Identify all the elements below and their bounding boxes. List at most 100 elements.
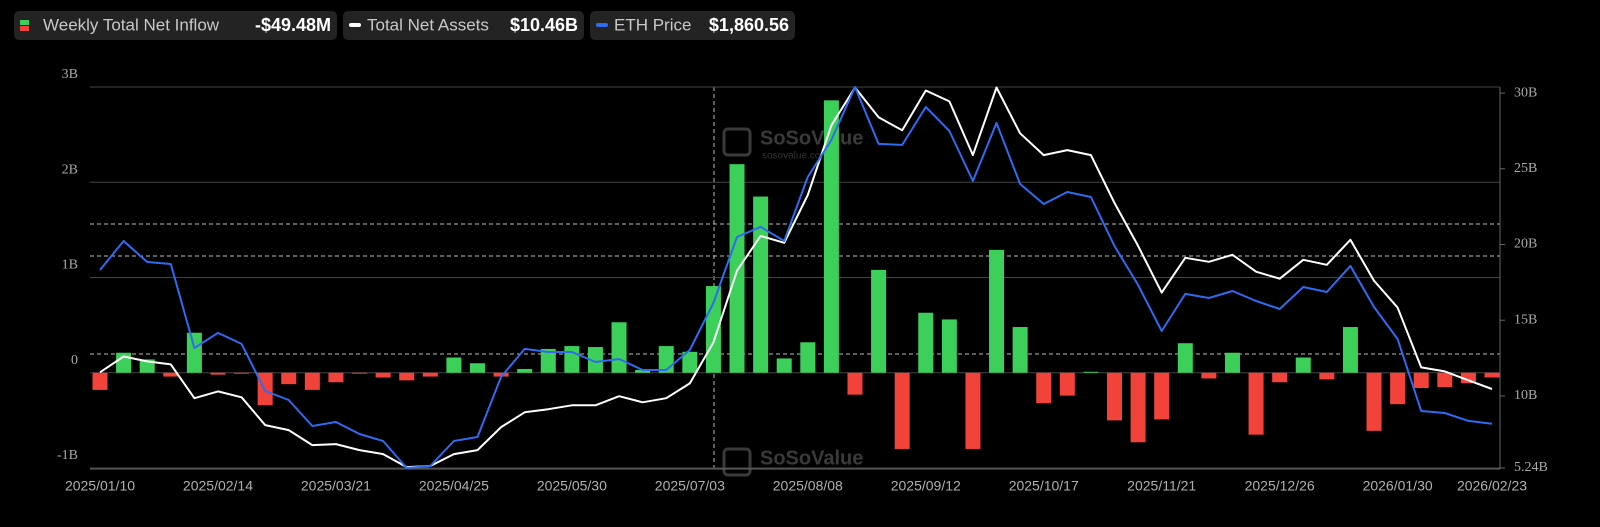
x-tick-label: 2026/02/23 (1457, 478, 1527, 494)
legend-swatch (20, 20, 29, 25)
bar (587, 347, 603, 373)
bar (352, 372, 368, 374)
watermark-logo (722, 127, 752, 157)
bar (682, 351, 698, 373)
bar (1342, 327, 1358, 373)
x-tick-label: 2025/12/26 (1245, 478, 1315, 494)
legend-pill (343, 11, 584, 40)
bar (965, 372, 981, 449)
y2-tick-label: 20B (1514, 237, 1537, 252)
bar (1154, 372, 1170, 420)
bar (823, 100, 839, 373)
y-tick-label: 3B (62, 67, 78, 82)
bar (729, 164, 745, 373)
bar (1437, 372, 1453, 388)
y2-tick-label: 30B (1514, 85, 1537, 100)
legend: Weekly Total Net Inflow -$49.48M Total N… (14, 11, 795, 40)
x-tick-label: 2025/04/25 (419, 478, 489, 494)
watermark-text: SoSoValue (760, 127, 863, 149)
bar (304, 372, 320, 390)
legend-value: -$49.48M (255, 15, 331, 35)
x-tick-label: 2025/01/10 (65, 478, 135, 494)
x-tick-label: 2025/02/14 (183, 478, 253, 494)
bar (1295, 357, 1311, 373)
x-tick-label: 2025/05/30 (537, 478, 607, 494)
bar (422, 372, 438, 377)
bar (989, 249, 1005, 373)
bar (1107, 372, 1123, 421)
line (99, 86, 1493, 469)
bar (1083, 371, 1099, 373)
watermark-url: sosovalue.com (762, 151, 829, 162)
x-tick-label: 2025/03/21 (301, 478, 371, 494)
bar (918, 312, 934, 373)
x-tick-label: 2025/10/17 (1009, 478, 1079, 494)
y-tick-label: 2B (62, 162, 78, 177)
bar (871, 269, 887, 373)
bar (1484, 372, 1500, 378)
bar (705, 286, 721, 373)
bar (1130, 372, 1146, 443)
watermark-logo (722, 447, 752, 477)
legend-pill (14, 11, 337, 40)
bar (776, 358, 792, 373)
legend-label: Weekly Total Net Inflow (43, 15, 220, 34)
bar (234, 372, 250, 374)
x-tick-label: 2026/01/30 (1363, 478, 1433, 494)
x-tick-label: 2025/11/21 (1127, 478, 1196, 494)
bar (611, 322, 627, 373)
grid (90, 86, 1500, 469)
bar (894, 372, 910, 449)
legend-label: Total Net Assets (367, 15, 489, 34)
bar (375, 372, 391, 378)
legend-value: $10.46B (510, 15, 578, 35)
bar (399, 372, 415, 381)
y2-tick-label: 10B (1514, 388, 1537, 403)
bar (847, 372, 863, 395)
legend-swatch (349, 23, 361, 27)
y-tick-label: 0 (71, 353, 78, 368)
bar (1248, 372, 1264, 435)
y-tick-label: 1B (62, 258, 78, 273)
bar (1036, 372, 1052, 404)
y-tick-label: -1B (57, 448, 78, 463)
bar (1224, 352, 1240, 373)
bar (163, 372, 179, 377)
bar (1059, 372, 1075, 396)
legend-swatch (596, 23, 608, 27)
line (99, 86, 1493, 469)
bar (1319, 372, 1335, 380)
bar (1366, 372, 1382, 431)
bar (328, 372, 344, 383)
bar (92, 372, 108, 390)
bar (800, 342, 816, 373)
x-tick-label: 2025/09/12 (891, 478, 961, 494)
bar (1413, 372, 1429, 388)
bar (1012, 327, 1028, 373)
legend-pill (590, 11, 795, 40)
bar (469, 363, 485, 373)
reference-lines (90, 87, 1500, 470)
bar (186, 332, 202, 373)
watermark: SoSoValue sosovalue.com SoSoValue (722, 127, 863, 477)
x-tick-label: 2025/07/03 (655, 478, 725, 494)
bar (540, 348, 556, 373)
bar (517, 368, 533, 373)
bar (564, 346, 580, 373)
bar (446, 357, 462, 373)
x-tick-label: 2025/08/08 (773, 478, 843, 494)
bar (281, 372, 297, 385)
bar (941, 319, 957, 373)
watermark-text: SoSoValue (760, 447, 863, 469)
bar (1272, 372, 1288, 383)
bar (1177, 343, 1193, 373)
legend-label: ETH Price (614, 15, 691, 34)
bar (1201, 372, 1217, 379)
y2-tick-label: 15B (1514, 312, 1537, 327)
bar (635, 369, 651, 373)
bar (210, 372, 226, 375)
legend-swatch (20, 26, 29, 31)
legend-value: $1,860.56 (709, 15, 789, 35)
bar (1390, 372, 1406, 405)
